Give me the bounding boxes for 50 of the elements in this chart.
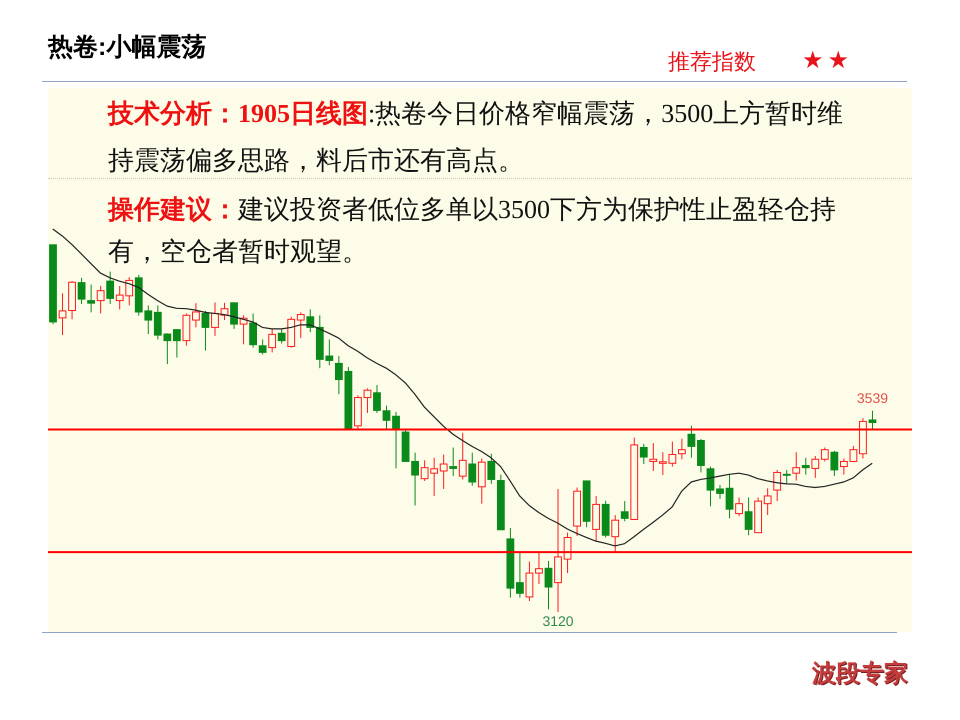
text: ★★ (802, 47, 854, 74)
candlestick (487, 453, 496, 484)
candlestick (144, 304, 152, 335)
candlestick (125, 276, 134, 306)
annotation: 3120 (542, 613, 574, 629)
candlestick (820, 446, 829, 462)
candlestick (116, 285, 124, 310)
candlestick (649, 442, 658, 472)
candlestick (658, 452, 667, 476)
candlestick (792, 452, 800, 482)
candlestick (230, 302, 238, 330)
text: 技术分析：1905日线图 (108, 99, 368, 128)
candlestick (868, 410, 876, 430)
candlestick (440, 454, 448, 490)
candlestick (668, 441, 676, 468)
candlestick (544, 560, 552, 610)
candlestick (611, 514, 620, 552)
candlestick (620, 500, 629, 522)
candlestick (678, 438, 686, 460)
text: 推荐指数 (668, 49, 756, 74)
candlestick (278, 328, 286, 344)
candlestick (258, 339, 267, 356)
candlestick (172, 329, 181, 358)
candlestick (830, 450, 838, 477)
candlestick (802, 457, 810, 476)
annotation: 3539 (856, 390, 888, 406)
chart-title: 热卷:小幅震荡 (48, 33, 206, 61)
candlestick (202, 310, 210, 352)
candlestick (87, 284, 96, 313)
candlestick (96, 285, 105, 314)
candlestick (154, 304, 162, 340)
candlestick (325, 339, 334, 366)
candlestick (468, 452, 476, 486)
candlestick (773, 469, 782, 502)
candlestick (782, 469, 791, 484)
candlestick (744, 496, 752, 536)
candlestick (764, 488, 772, 516)
text: 操作建议： (108, 195, 238, 224)
candlestick (78, 277, 86, 304)
candlestick (811, 455, 820, 478)
candlestick (163, 332, 172, 365)
candlestick (296, 312, 305, 339)
candlestick (640, 443, 648, 465)
candlestick (249, 312, 258, 348)
candlestick (735, 496, 743, 517)
candlestick (106, 271, 114, 304)
candlestick (268, 328, 276, 353)
candlestick (449, 446, 458, 477)
text: 波段专家 (812, 660, 908, 687)
candlestick (458, 432, 467, 480)
